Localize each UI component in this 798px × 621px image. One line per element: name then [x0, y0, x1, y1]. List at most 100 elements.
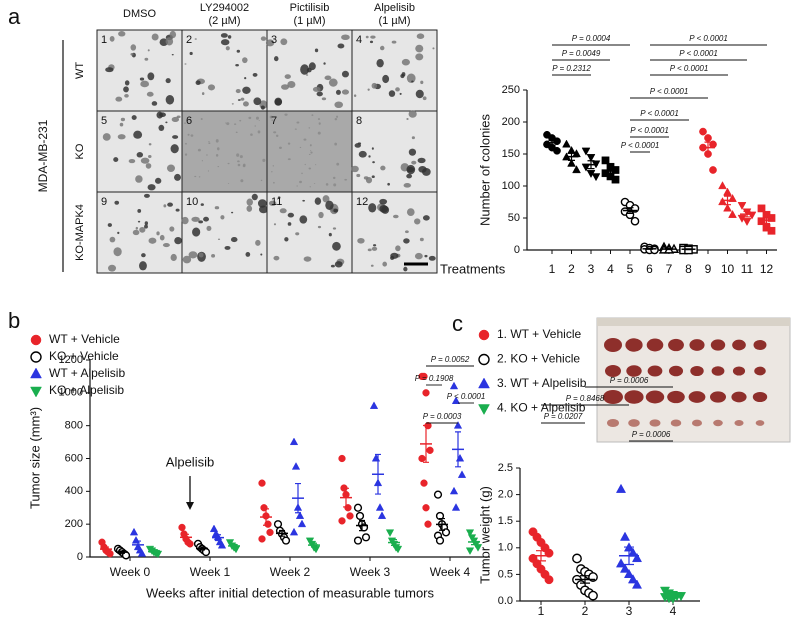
dot	[544, 575, 554, 585]
dot	[611, 166, 620, 174]
colony	[333, 208, 339, 213]
y-tick-label: 1000	[59, 387, 83, 399]
colony	[220, 39, 230, 46]
colony	[244, 76, 247, 80]
dot	[30, 351, 42, 363]
colony	[334, 101, 344, 109]
column-header: (2 µM)	[208, 15, 240, 27]
colony	[279, 208, 287, 214]
colony	[318, 122, 321, 125]
colony	[140, 157, 150, 164]
p-value: P < 0.0001	[640, 109, 679, 118]
colony	[400, 73, 405, 79]
dot	[553, 146, 561, 155]
dot	[371, 453, 381, 462]
cell-number: 10	[186, 196, 198, 208]
cell-number: 9	[101, 196, 107, 208]
colony	[148, 155, 152, 159]
colony	[284, 237, 289, 242]
cell-number: 1	[101, 34, 107, 46]
dot	[465, 529, 475, 537]
colony	[208, 142, 211, 145]
y-axis-label: Number of colonies	[477, 114, 492, 226]
treatment-annotation: Alpelisib	[166, 454, 214, 469]
colony	[158, 112, 166, 118]
colony	[144, 193, 150, 198]
colony	[242, 101, 249, 107]
dot	[567, 158, 576, 167]
colony	[271, 119, 274, 121]
dot	[601, 156, 610, 165]
tumor	[732, 366, 746, 376]
sem-bar	[685, 248, 692, 251]
tumor	[668, 365, 684, 377]
dot	[426, 446, 434, 454]
colony	[215, 153, 219, 157]
cell-number: 11	[271, 196, 282, 208]
colony	[356, 173, 361, 178]
colony	[191, 216, 200, 222]
colony	[304, 163, 306, 166]
column-header: (1 µM)	[293, 15, 325, 27]
tumor	[710, 339, 726, 351]
colony	[133, 130, 143, 139]
dot	[451, 503, 461, 511]
sem-bar	[263, 508, 269, 526]
colony	[422, 215, 430, 221]
sem-bar	[439, 517, 445, 531]
dot	[709, 166, 717, 174]
colony	[353, 94, 357, 98]
x-tick-label: 5	[627, 262, 634, 276]
colony	[300, 64, 310, 75]
colony	[252, 72, 258, 77]
sem-bar	[279, 529, 285, 537]
colony	[190, 134, 194, 137]
tumor	[646, 338, 664, 352]
colony	[334, 261, 343, 268]
dot	[311, 545, 321, 554]
colony	[115, 96, 123, 102]
dot	[473, 544, 483, 552]
sem-bar	[103, 546, 109, 552]
colony	[265, 39, 275, 47]
y-tick-label: 200	[65, 518, 83, 530]
colony	[124, 93, 129, 98]
colony	[317, 118, 321, 120]
x-tick-label: 9	[705, 262, 712, 276]
colony	[371, 82, 378, 89]
dot	[106, 550, 114, 558]
colony	[391, 40, 397, 44]
x-tick-label: Week 0	[110, 565, 151, 579]
colony	[309, 186, 312, 188]
colony	[137, 208, 142, 213]
dot	[586, 154, 596, 163]
colony	[370, 264, 374, 267]
colony	[226, 122, 230, 126]
row-label: KO-MAPK4	[74, 204, 86, 261]
colony	[203, 216, 209, 222]
dot	[137, 549, 147, 557]
dot	[377, 511, 387, 519]
tumor	[647, 365, 663, 377]
colony	[220, 33, 228, 38]
colony	[415, 53, 424, 61]
colony	[242, 164, 246, 168]
dot	[737, 202, 747, 211]
p-value: P = 0.0006	[632, 430, 671, 439]
colony	[217, 238, 221, 240]
dot	[699, 127, 707, 136]
colony	[198, 220, 204, 224]
dot	[453, 421, 463, 429]
colony	[387, 182, 390, 186]
chart: 0 200 400 600 800 1000 1200 Week 0 Week 1 Week 2 W…	[27, 332, 490, 600]
colony	[102, 133, 111, 141]
sem-bar	[423, 424, 429, 463]
colony	[147, 49, 150, 52]
legend-label: 4. KO + Alpelisib	[497, 401, 586, 415]
colony	[287, 212, 295, 218]
colony	[287, 142, 291, 145]
colony	[371, 246, 378, 251]
dot	[338, 454, 346, 463]
colony	[131, 115, 137, 120]
colony	[302, 199, 306, 202]
